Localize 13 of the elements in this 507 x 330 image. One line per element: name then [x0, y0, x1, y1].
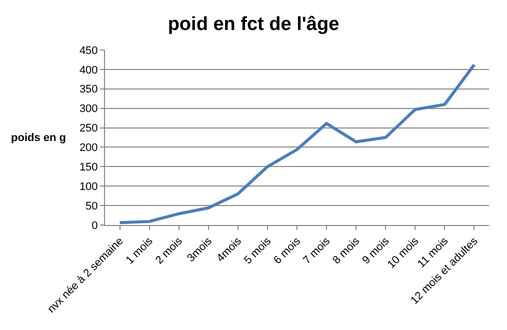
y-tick-label: 350	[79, 84, 98, 96]
y-tick-label: 450	[79, 44, 98, 57]
y-tick-label: 150	[79, 162, 98, 174]
line-series	[118, 63, 476, 224]
y-tick-label: 100	[79, 180, 98, 193]
y-tick-label: 400	[79, 64, 98, 76]
y-axis-title: poids en g	[11, 132, 66, 144]
y-tick-label: 0	[92, 220, 98, 232]
y-tick-label: 200	[79, 142, 98, 154]
y-tick-label: 300	[79, 103, 98, 116]
y-tick-label: 50	[86, 200, 98, 212]
chart-title: poid en fct de l'âge	[168, 14, 340, 35]
y-tick-label: 250	[79, 122, 98, 135]
